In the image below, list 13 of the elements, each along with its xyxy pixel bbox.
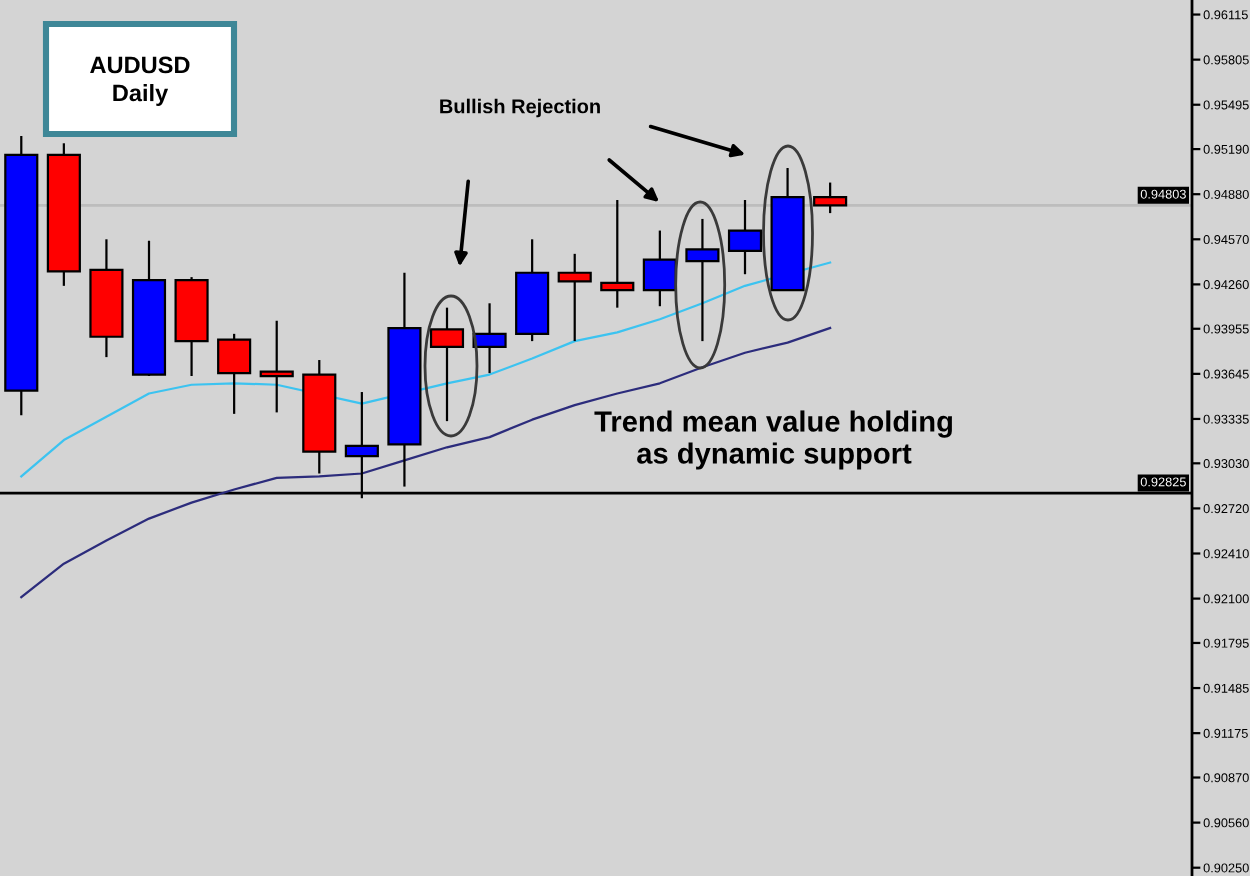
candlestick: [685, 217, 720, 343]
candlestick: [259, 319, 294, 414]
candlestick: [600, 198, 635, 309]
candlestick: [813, 181, 848, 215]
annotation: Trend mean value holding as dynamic support: [594, 410, 952, 470]
candlestick: [472, 302, 507, 375]
candlestick: [727, 198, 763, 276]
text: AUDUSD Daily: [90, 56, 190, 106]
candlestick: [429, 306, 465, 423]
candlestick: [557, 252, 592, 343]
annotation: Bullish Rejection: [440, 98, 600, 118]
candlestick: [642, 229, 677, 308]
candlestick: [217, 332, 252, 415]
